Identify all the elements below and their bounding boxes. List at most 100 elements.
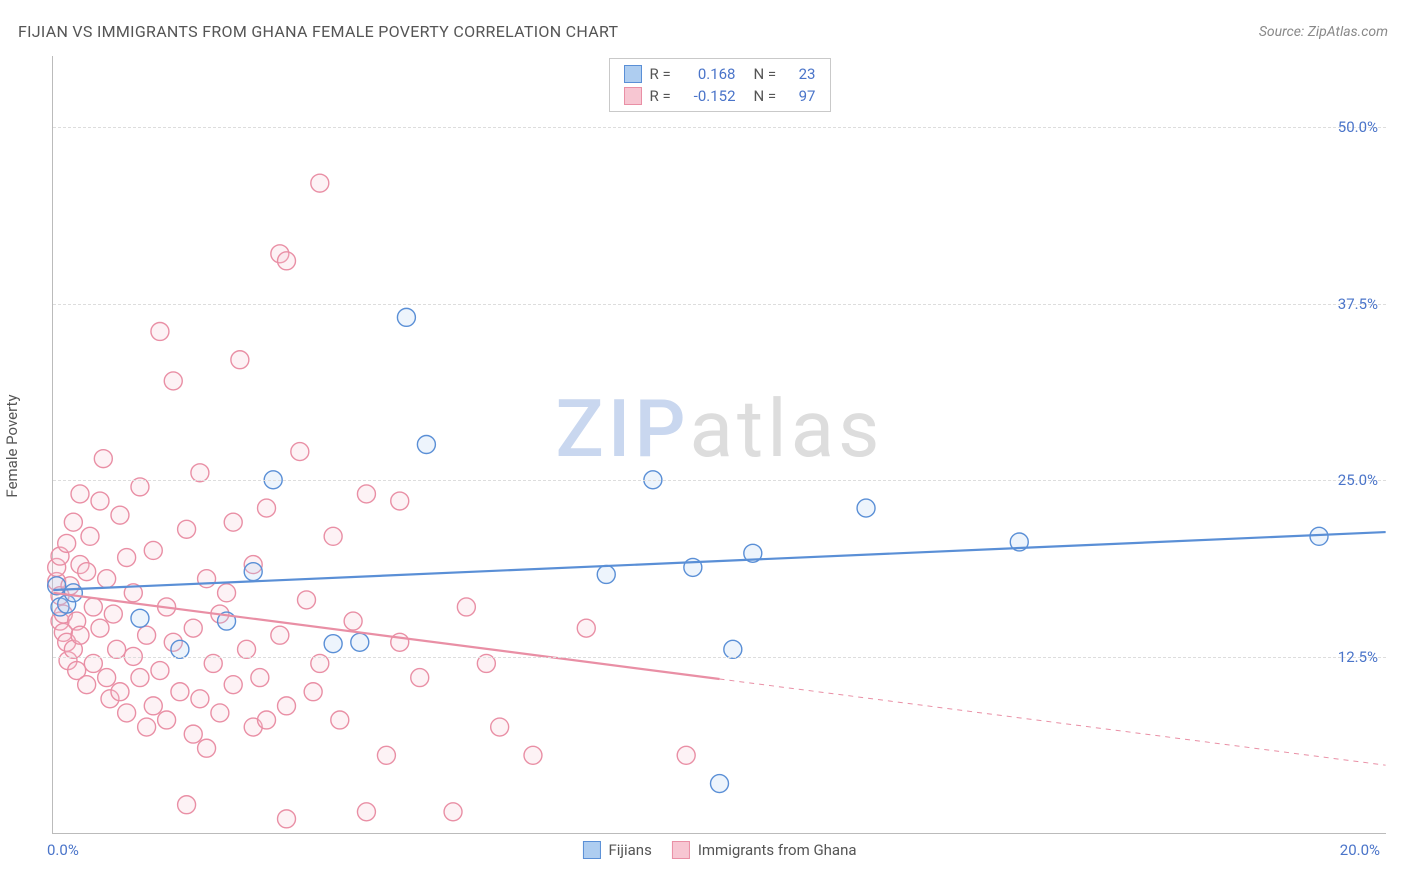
data-point: [251, 669, 269, 687]
y-tick-label: 25.0%: [1338, 471, 1378, 489]
legend-swatch: [672, 841, 690, 859]
data-point: [98, 669, 116, 687]
x-tick-label: 20.0%: [1340, 841, 1380, 859]
data-point: [411, 669, 429, 687]
data-point: [78, 563, 96, 581]
y-tick-label: 50.0%: [1338, 118, 1378, 136]
legend-swatch: [582, 841, 600, 859]
data-point: [151, 322, 169, 340]
gridline: [53, 657, 1386, 658]
data-point: [118, 549, 136, 567]
gridline: [53, 127, 1386, 128]
data-point: [144, 697, 162, 715]
n-label: N =: [754, 87, 782, 105]
data-point: [131, 609, 149, 627]
r-label: R =: [650, 87, 678, 105]
data-point: [391, 492, 409, 510]
trend-line-extrapolated: [720, 679, 1386, 765]
data-point: [357, 485, 375, 503]
data-point: [158, 711, 176, 729]
y-tick-label: 12.5%: [1338, 648, 1378, 666]
data-point: [171, 683, 189, 701]
data-point: [104, 605, 122, 623]
data-point: [344, 612, 362, 630]
data-point: [178, 520, 196, 538]
correlation-legend-row: R =0.168N =23: [624, 63, 816, 85]
chart-title: FIJIAN VS IMMIGRANTS FROM GHANA FEMALE P…: [18, 22, 618, 41]
data-point: [184, 619, 202, 637]
data-point: [331, 711, 349, 729]
data-point: [491, 718, 509, 736]
correlation-legend: R =0.168N =23R =-0.152N =97: [609, 58, 831, 112]
data-point: [258, 711, 276, 729]
data-point: [278, 252, 296, 270]
data-point: [191, 690, 209, 708]
data-point: [111, 506, 129, 524]
data-point: [224, 676, 242, 694]
source-attribution: Source: ZipAtlas.com: [1259, 24, 1388, 40]
scatter-svg: [53, 56, 1386, 833]
data-point: [231, 351, 249, 369]
data-point: [417, 436, 435, 454]
data-point: [857, 499, 875, 517]
data-point: [48, 577, 66, 595]
data-point: [191, 464, 209, 482]
data-point: [71, 485, 89, 503]
data-point: [457, 598, 475, 616]
data-point: [111, 683, 129, 701]
plot-area: ZIPatlas R =0.168N =23R =-0.152N =97 Fij…: [52, 56, 1386, 834]
data-point: [178, 796, 196, 814]
y-axis-label: Female Poverty: [3, 394, 21, 497]
legend-swatch: [624, 87, 642, 105]
data-point: [91, 492, 109, 510]
data-point: [198, 739, 216, 757]
correlation-legend-row: R =-0.152N =97: [624, 85, 816, 107]
data-point: [304, 683, 322, 701]
data-point: [94, 450, 112, 468]
r-value: 0.168: [686, 65, 736, 83]
series-legend: Fijians Immigrants from Ghana: [582, 841, 856, 859]
n-value: 23: [790, 65, 816, 83]
data-point: [164, 372, 182, 390]
data-point: [144, 541, 162, 559]
data-point: [298, 591, 316, 609]
data-point: [324, 527, 342, 545]
legend-swatch: [624, 65, 642, 83]
data-point: [677, 746, 695, 764]
data-point: [184, 725, 202, 743]
data-point: [81, 527, 99, 545]
data-point: [258, 499, 276, 517]
data-point: [98, 570, 116, 588]
data-point: [357, 803, 375, 821]
data-point: [351, 633, 369, 651]
data-point: [278, 810, 296, 828]
data-point: [211, 704, 229, 722]
gridline: [53, 304, 1386, 305]
data-point: [131, 669, 149, 687]
data-point: [84, 598, 102, 616]
data-point: [64, 513, 82, 531]
data-point: [724, 640, 742, 658]
data-point: [71, 626, 89, 644]
data-point: [151, 662, 169, 680]
data-point: [711, 775, 729, 793]
data-point: [138, 718, 156, 736]
data-point: [324, 635, 342, 653]
data-point: [78, 676, 96, 694]
data-point: [138, 626, 156, 644]
data-point: [524, 746, 542, 764]
r-value: -0.152: [686, 87, 736, 105]
data-point: [198, 570, 216, 588]
data-point: [377, 746, 395, 764]
data-point: [271, 626, 289, 644]
data-point: [577, 619, 595, 637]
x-tick-label: 0.0%: [47, 841, 79, 859]
data-point: [91, 619, 109, 637]
data-point: [224, 513, 242, 531]
data-point: [238, 640, 256, 658]
r-label: R =: [650, 65, 678, 83]
series-legend-item: Immigrants from Ghana: [672, 841, 857, 859]
series-legend-item: Fijians: [582, 841, 651, 859]
data-point: [171, 640, 189, 658]
series-name: Fijians: [608, 841, 651, 859]
